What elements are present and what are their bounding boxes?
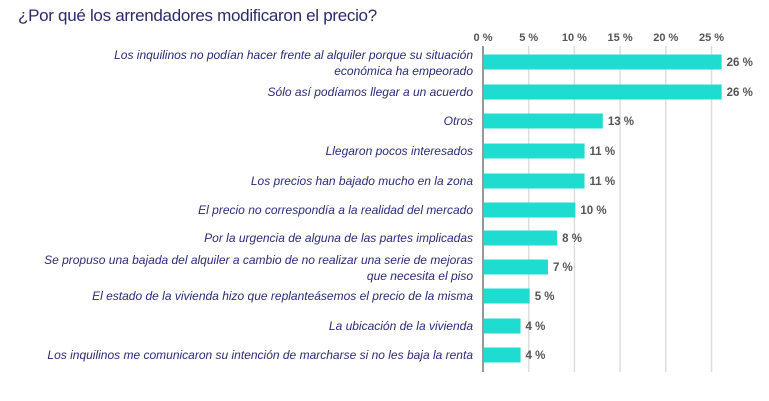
category-label: Otros: [444, 114, 473, 128]
value-label: 26 %: [727, 57, 753, 69]
category-label: Por la urgencia de alguna de las partes …: [204, 231, 473, 245]
bar: [484, 173, 585, 189]
x-tick-label: 15 %: [608, 32, 633, 44]
bar: [484, 230, 558, 246]
bar: [484, 288, 530, 304]
category-label: Los inquilinos me comunicaron su intenci…: [47, 348, 473, 362]
value-label: 7 %: [553, 262, 573, 274]
category-label: Los precios han bajado mucho en la zona: [251, 174, 473, 188]
x-tick-label: 10 %: [562, 32, 587, 44]
x-tick-label: 0 %: [474, 32, 493, 44]
category-label: El estado de la vivienda hizo que replan…: [92, 289, 473, 303]
value-label: 5 %: [535, 291, 555, 303]
value-label: 4 %: [526, 350, 546, 362]
category-label: Se propuso una bajada del alquiler a cam…: [44, 253, 473, 267]
value-label: 11 %: [590, 176, 616, 188]
bar: [484, 259, 548, 275]
bar: [484, 113, 603, 129]
category-label: que necesita el piso: [367, 269, 473, 283]
value-label: 13 %: [608, 116, 634, 128]
category-label: Llegaron pocos interesados: [326, 144, 473, 158]
category-label: El precio no correspondía a la realidad …: [198, 203, 473, 217]
chart-title: ¿Por qué los arrendadores modificaron el…: [18, 6, 377, 25]
bar: [484, 318, 521, 334]
bar: [484, 347, 521, 363]
category-label: económica ha empeorado: [334, 64, 473, 78]
bar: [484, 54, 722, 70]
value-label: 8 %: [562, 233, 582, 245]
value-label: 4 %: [526, 321, 546, 333]
category-label: La ubicación de la vivienda: [329, 319, 473, 333]
value-label: 10 %: [580, 205, 606, 217]
category-label: Sólo así podíamos llegar a un acuerdo: [268, 85, 474, 99]
bar: [484, 143, 585, 159]
x-tick-label: 20 %: [653, 32, 678, 44]
value-label: 26 %: [727, 87, 753, 99]
bar: [484, 84, 722, 100]
category-label: Los inquilinos no podían hacer frente al…: [114, 48, 473, 62]
x-tick-label: 5 %: [519, 32, 538, 44]
value-label: 11 %: [590, 146, 616, 158]
bar: [484, 202, 576, 218]
x-tick-label: 25 %: [699, 32, 724, 44]
